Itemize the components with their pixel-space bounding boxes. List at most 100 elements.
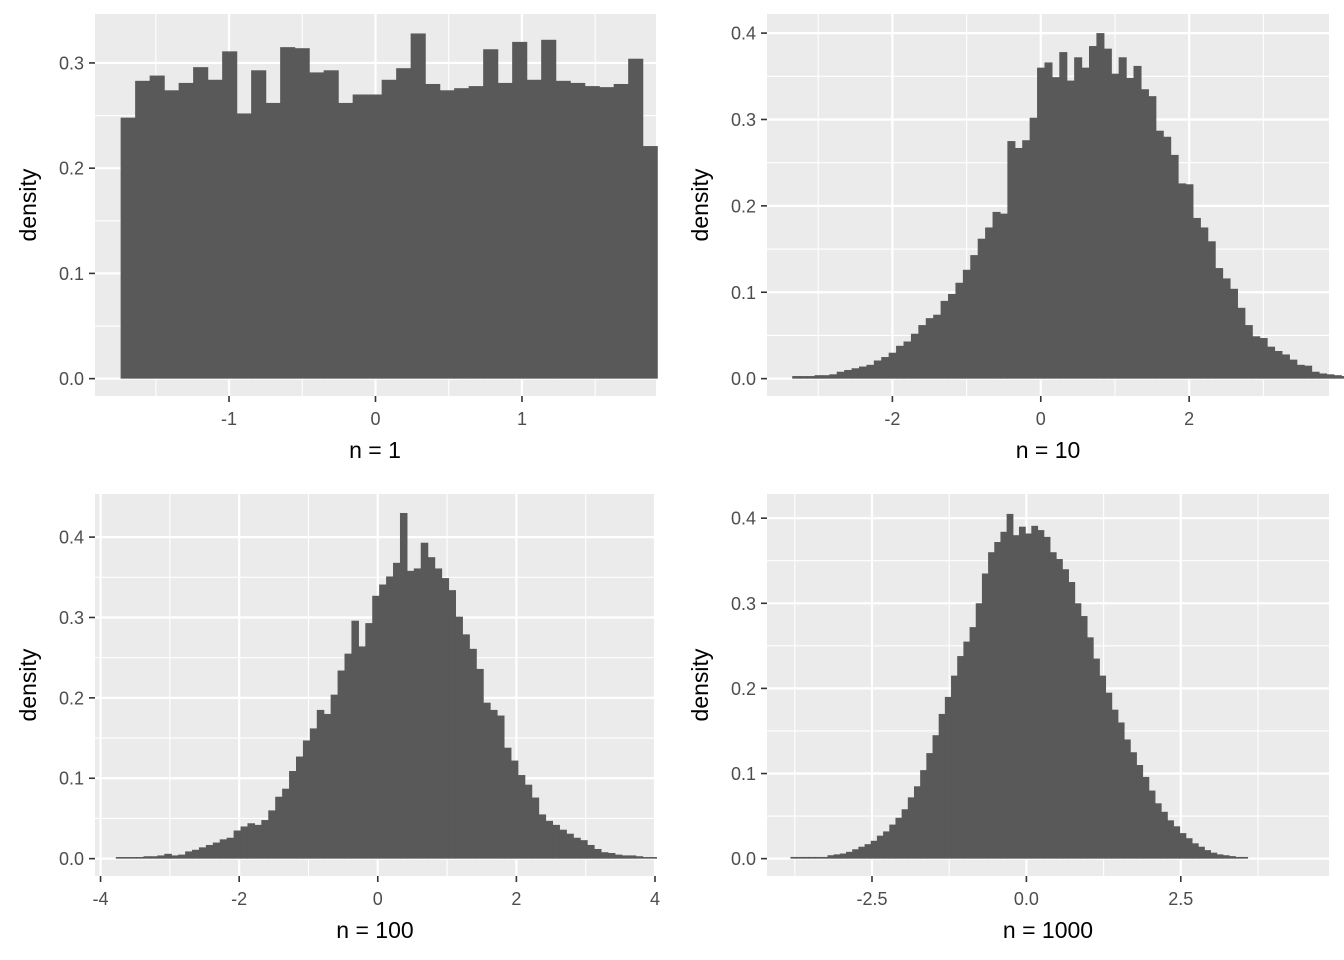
- histogram-bar: [1179, 833, 1187, 859]
- histogram-bar: [538, 814, 547, 859]
- histogram-bar: [851, 368, 860, 379]
- histogram-bar: [512, 41, 528, 379]
- histogram-bar: [192, 849, 200, 859]
- histogram-bar: [600, 852, 609, 859]
- histogram-bar: [977, 238, 986, 379]
- histogram-bar: [1074, 57, 1083, 379]
- y-axis-title: density: [687, 648, 713, 721]
- histogram-bar: [1216, 854, 1224, 859]
- histogram-bar: [1154, 803, 1162, 859]
- histogram-bar: [913, 786, 921, 859]
- bars: [790, 513, 1249, 859]
- histogram-bar: [122, 857, 131, 859]
- x-tick-label: 0: [1036, 409, 1046, 429]
- histogram-bar: [918, 325, 927, 379]
- histogram-bar: [628, 855, 637, 859]
- histogram-bar: [236, 113, 252, 379]
- histogram-bar: [434, 568, 443, 859]
- y-tick-label: 0.1: [59, 769, 84, 789]
- histogram-bar: [1130, 752, 1137, 859]
- x-tick-label: -4: [93, 889, 109, 909]
- histogram-bar: [289, 771, 297, 859]
- y-axis-ticks: 0.0 0.1 0.2 0.3: [59, 53, 95, 389]
- histogram-bar: [157, 855, 165, 859]
- histogram-bar: [524, 784, 533, 859]
- histogram-bar: [205, 844, 214, 859]
- histogram-bar: [468, 86, 484, 379]
- histogram-bar: [1289, 359, 1298, 379]
- histogram-bar: [1155, 130, 1164, 379]
- histogram-bar: [1311, 371, 1320, 379]
- histogram-bar: [1118, 57, 1127, 379]
- histogram-bar: [212, 842, 221, 859]
- histogram-bar: [988, 552, 995, 859]
- histogram-bar: [358, 646, 366, 859]
- histogram-bar: [219, 839, 228, 859]
- x-tick-label: -1: [221, 409, 237, 429]
- histogram-bar: [1148, 96, 1157, 379]
- histogram-bar: [1142, 776, 1150, 859]
- y-tick-label: 0.3: [59, 608, 84, 628]
- histogram-bar: [261, 820, 269, 859]
- histogram-bar: [1117, 722, 1125, 859]
- histogram-bar: [497, 82, 513, 379]
- histogram-bar: [889, 824, 897, 859]
- histogram-bar: [814, 375, 823, 379]
- histogram-bar: [254, 824, 262, 859]
- histogram-bar: [866, 364, 875, 379]
- histogram-bar: [1215, 268, 1224, 379]
- y-tick-label: 0.0: [59, 369, 84, 389]
- histogram-bar: [613, 83, 629, 379]
- histogram-bar: [1341, 376, 1344, 379]
- y-tick-label: 0.0: [731, 849, 756, 869]
- histogram-bar: [135, 80, 151, 379]
- histogram-bar: [1126, 78, 1135, 379]
- histogram-bar: [821, 856, 829, 859]
- histogram-bar: [372, 595, 380, 859]
- histogram-bar: [925, 318, 934, 379]
- histogram-bar: [386, 576, 394, 859]
- y-axis-title: density: [15, 648, 41, 721]
- histogram-bar: [268, 810, 276, 859]
- histogram-bar: [981, 573, 989, 859]
- bars: [120, 33, 658, 379]
- histogram-bar: [888, 352, 897, 379]
- histogram-panel-n1000: -2.5 0.0 2.5 0.0 0.1 0.2 0.3 0.4 n = 1000 dens…: [687, 494, 1329, 943]
- histogram-bar: [1207, 241, 1216, 379]
- x-tick-label: 2: [1184, 409, 1194, 429]
- histogram-bar: [476, 668, 484, 859]
- histogram-bar: [858, 366, 868, 379]
- histogram-bar: [1006, 513, 1014, 859]
- histogram-bar: [1081, 67, 1090, 379]
- histogram-bar: [1252, 336, 1261, 379]
- histogram-bar: [833, 854, 841, 859]
- histogram-bar: [642, 857, 651, 859]
- histogram-bar: [1049, 552, 1057, 859]
- histogram-panel-n10: -2 0 2 0.0 0.1 0.2 0.3 0.4 n = 10 density: [687, 14, 1344, 463]
- y-tick-label: 0.2: [731, 679, 756, 699]
- histogram-bar: [807, 376, 816, 379]
- histogram-bar: [294, 48, 310, 379]
- histogram-bar: [1198, 846, 1205, 859]
- histogram-bar: [1012, 535, 1020, 859]
- histogram-bar: [802, 856, 810, 859]
- histogram-bar: [171, 855, 179, 859]
- histogram-bar: [881, 357, 890, 379]
- histogram-bar: [510, 760, 519, 859]
- histogram-bar: [907, 797, 915, 859]
- histogram-bar: [951, 675, 958, 859]
- histogram-bar: [836, 371, 845, 379]
- histogram-bar: [957, 656, 964, 859]
- histogram-bar: [1062, 569, 1069, 859]
- histogram-bar: [240, 826, 249, 859]
- histogram-bar: [1304, 365, 1313, 379]
- x-axis-ticks: -4 -2 0 2 4: [93, 876, 660, 909]
- histogram-bar: [427, 557, 436, 859]
- histogram-bar: [599, 87, 615, 379]
- histogram-bar: [149, 75, 165, 379]
- histogram-bar: [1059, 52, 1068, 379]
- histogram-bar: [1043, 536, 1051, 859]
- histogram-bar: [420, 542, 429, 859]
- histogram-bar: [282, 788, 290, 859]
- histogram-bar: [796, 856, 804, 859]
